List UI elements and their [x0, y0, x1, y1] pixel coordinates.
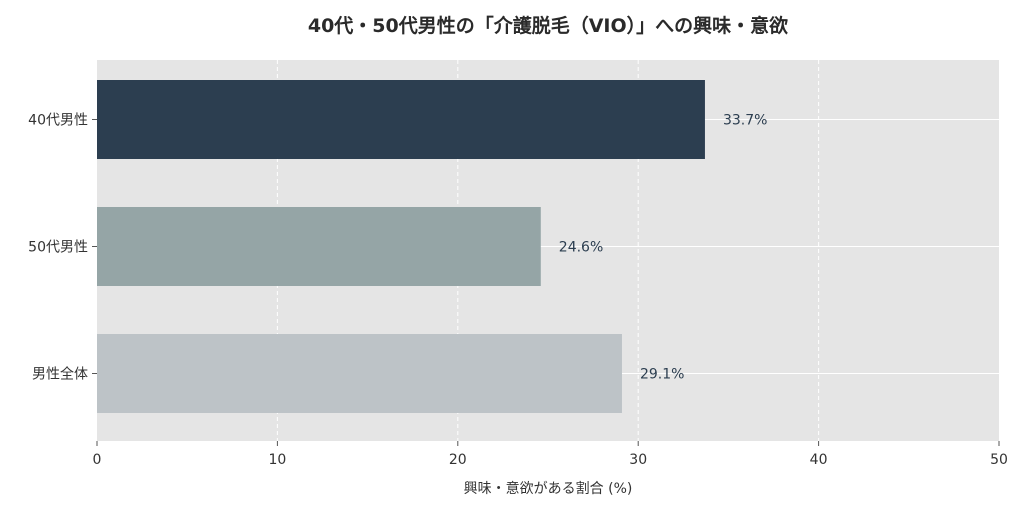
bar	[97, 334, 622, 413]
bar	[97, 207, 541, 286]
category-label: 男性全体	[32, 366, 88, 383]
x-tick-label: 20	[449, 452, 467, 468]
x-tick-label: 0	[93, 452, 102, 468]
category-label: 50代男性	[28, 240, 88, 256]
x-tick-label: 40	[810, 452, 828, 468]
x-tick-label: 50	[990, 452, 1008, 468]
bar-value-label: 24.6%	[559, 240, 603, 256]
x-tick-label: 10	[268, 452, 286, 468]
bar-value-label: 33.7%	[723, 113, 767, 129]
bar	[97, 80, 705, 159]
x-axis-label: 興味・意欲がある割合 (%)	[464, 480, 633, 497]
bar-value-label: 29.1%	[640, 367, 684, 383]
x-tick-label: 30	[629, 452, 647, 468]
category-label: 40代男性	[28, 113, 88, 129]
bars: 33.7% 24.6% 29.1%	[97, 80, 767, 413]
chart-title: 40代・50代男性の「介護脱毛（VIO）」への興味・意欲	[308, 14, 788, 37]
x-tick-labels: 0 10 20 30 40 50	[93, 441, 1008, 468]
